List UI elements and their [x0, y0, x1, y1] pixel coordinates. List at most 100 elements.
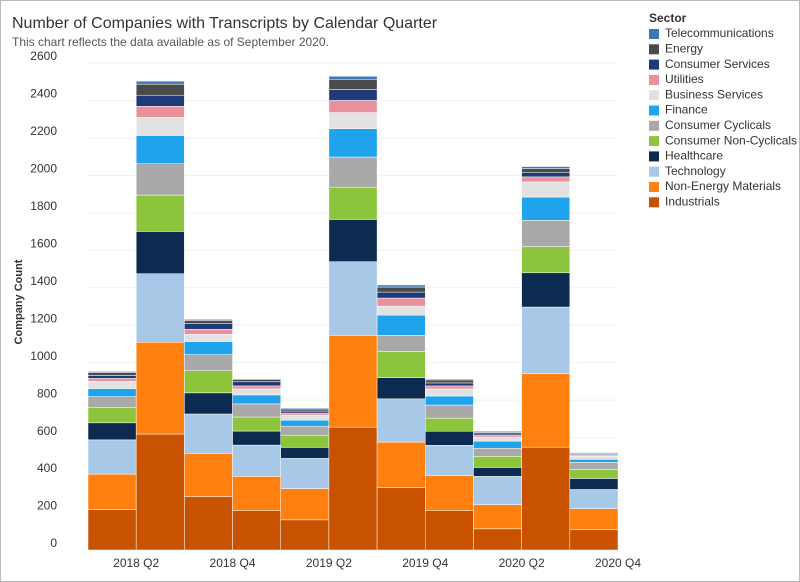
bar-segment	[376, 335, 426, 352]
bar-segment	[473, 467, 522, 477]
bar-segment	[328, 261, 378, 336]
chart-title: Number of Companies with Transcripts by …	[12, 15, 438, 32]
bar-segment	[425, 475, 474, 511]
bar-segment	[425, 378, 474, 381]
bar-segment	[376, 284, 426, 288]
bar-segment	[569, 508, 619, 531]
bar-segment	[280, 414, 330, 421]
bar-segment	[328, 186, 378, 220]
bar-segment	[328, 426, 378, 551]
legend-swatch	[649, 44, 659, 55]
bar-segment	[569, 459, 619, 463]
y-tick-label: 800	[37, 386, 57, 400]
bar-segment	[135, 194, 185, 232]
bar-segment	[184, 323, 233, 330]
y-tick-label: 0	[50, 536, 57, 550]
legend-label: Business Services	[665, 87, 763, 101]
bar-segment	[87, 378, 137, 382]
bar-segment	[184, 319, 233, 321]
bar-segment	[328, 79, 378, 90]
bar-segment	[280, 519, 330, 551]
bar-segment	[280, 458, 330, 489]
chart-subtitle: This chart reflects the data available a…	[12, 35, 329, 49]
bar-segment	[280, 408, 330, 412]
bar-segment	[184, 392, 233, 415]
bar-segment	[184, 413, 233, 454]
y-axis-label: Company Count	[13, 259, 25, 344]
bar-segment	[473, 434, 522, 438]
legend-swatch	[649, 166, 659, 177]
bar-segment	[521, 166, 571, 169]
bar-segment	[87, 372, 137, 376]
bar-segment	[473, 448, 522, 457]
y-tick-label: 1600	[30, 236, 57, 250]
legend-label: Technology	[665, 164, 726, 178]
bar-segment	[232, 379, 281, 383]
bar-segment	[473, 504, 522, 530]
bar-segment	[184, 496, 233, 551]
bar-segment	[184, 370, 233, 394]
bar-segment	[521, 373, 571, 448]
y-tick-label: 1400	[30, 274, 57, 288]
bar-segment	[425, 404, 474, 419]
bar-segment	[376, 286, 426, 293]
bar-segment	[87, 371, 137, 373]
bar-segment	[473, 436, 522, 442]
bar-segment	[280, 434, 330, 448]
bar-segment	[232, 476, 281, 511]
y-tick-label: 200	[37, 499, 57, 513]
bar-segment	[376, 291, 426, 299]
bar-segment	[184, 320, 233, 324]
bar-segment	[280, 488, 330, 521]
bar-segment	[473, 440, 522, 449]
bar-segment	[328, 112, 378, 129]
bar-segment	[232, 394, 281, 405]
bar-segment	[521, 246, 571, 274]
bar-segment	[328, 76, 378, 80]
bar-segment	[425, 382, 474, 387]
legend-swatch	[649, 59, 659, 70]
bar-segment	[425, 445, 474, 476]
legend-swatch	[649, 136, 659, 147]
y-tick-label: 600	[37, 424, 57, 438]
bar-segment	[232, 381, 281, 387]
bar-segment	[280, 412, 330, 416]
bar-segment	[87, 422, 137, 441]
bar-segment	[87, 381, 137, 389]
bar-segment	[521, 220, 571, 247]
bar-segment	[280, 425, 330, 436]
bar-segment	[135, 106, 185, 118]
bar-segment	[87, 396, 137, 408]
bar-segment	[280, 419, 330, 427]
bar-segment	[569, 462, 619, 470]
x-tick-label: 2018 Q4	[210, 556, 256, 570]
x-tick-label: 2019 Q4	[402, 556, 448, 570]
bar-segment	[280, 447, 330, 459]
bar-segment	[184, 354, 233, 371]
bar-segment	[473, 528, 522, 551]
legend-swatch	[649, 197, 659, 208]
bar-segment	[87, 375, 137, 379]
bar-segment	[232, 416, 281, 432]
bar-segment	[521, 306, 571, 374]
bar-segment	[521, 272, 571, 308]
legend-swatch	[649, 182, 659, 192]
legend-label: Finance	[665, 103, 708, 117]
legend-swatch	[649, 105, 659, 116]
legend-label: Non-Energy Materials	[665, 179, 781, 193]
x-tick-label: 2019 Q2	[306, 556, 352, 570]
bar-segment	[376, 441, 426, 488]
bar-segment	[376, 398, 426, 443]
bar-segment	[376, 487, 426, 551]
bar-segment	[232, 444, 281, 477]
bar-segment	[425, 430, 474, 446]
bar-segment	[280, 410, 330, 414]
bar-segment	[184, 334, 233, 342]
bar-segment	[328, 100, 378, 113]
bar-segment	[376, 305, 426, 316]
y-tick-label: 400	[37, 461, 57, 475]
bar-segment	[280, 407, 330, 410]
bar-segment	[569, 456, 619, 460]
x-tick-label: 2020 Q4	[595, 556, 641, 570]
